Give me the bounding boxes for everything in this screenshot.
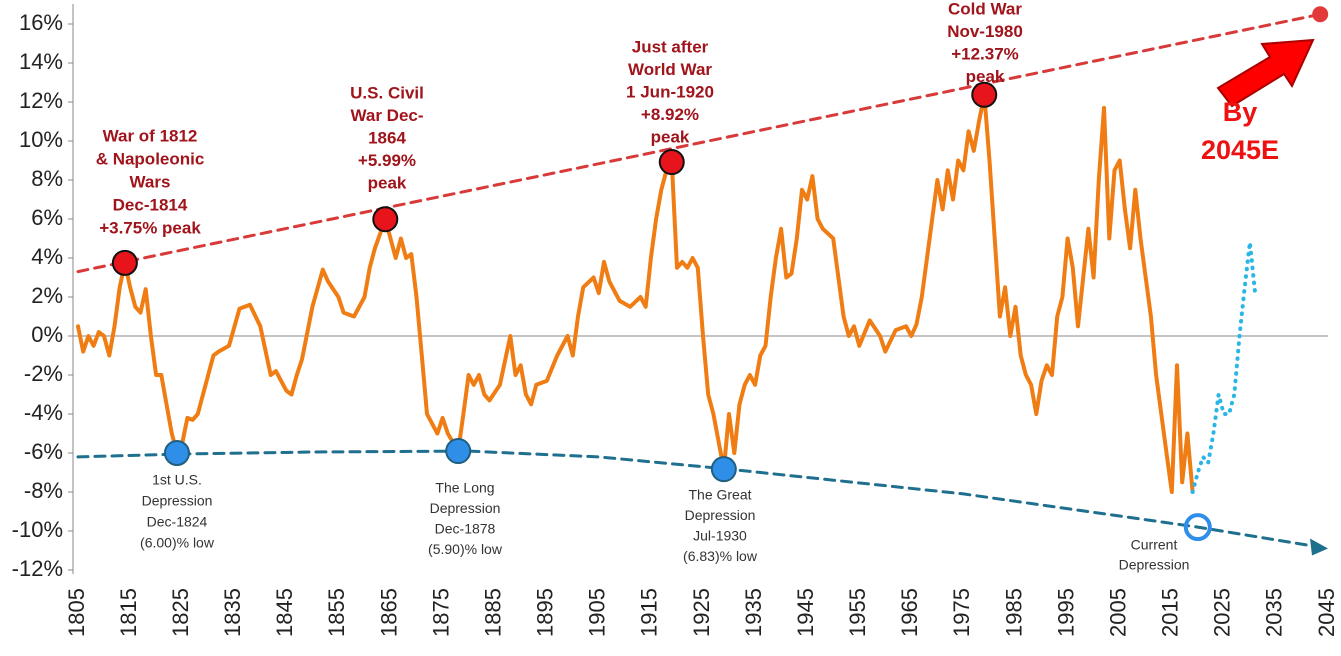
y-tick-label: 14%: [19, 49, 63, 74]
x-tick-label: 1975: [949, 588, 974, 637]
y-tick-label: 12%: [19, 88, 63, 113]
annotation: 1 Jun-1920: [626, 82, 714, 101]
series-line: [76, 12, 1322, 274]
annotation: The Long: [435, 480, 494, 496]
marker: [710, 456, 737, 483]
y-tick-label: -10%: [12, 517, 63, 542]
x-tick-label: 1935: [741, 588, 766, 637]
series-line: [76, 92, 1195, 494]
y-tick-label: 6%: [31, 205, 63, 230]
marker: [445, 438, 472, 465]
annotation: 2045E: [1201, 135, 1279, 165]
y-tick-label: -6%: [24, 439, 63, 464]
x-tick-label: 1995: [1053, 588, 1078, 637]
x-tick-label: 2035: [1262, 588, 1287, 637]
x-tick-label: 2015: [1158, 588, 1183, 637]
y-tick-label: -12%: [12, 556, 63, 581]
annotation: +3.75% peak: [99, 218, 201, 237]
annotation: peak: [966, 67, 1005, 86]
x-tick-label: 1955: [845, 588, 870, 637]
x-tick-label: 1865: [376, 588, 401, 637]
x-tick-label: 1945: [793, 588, 818, 637]
annotation: U.S. Civil: [350, 83, 424, 102]
x-tick-label: 1905: [585, 588, 610, 637]
x-tick-label: 1965: [897, 588, 922, 637]
y-tick-label: 8%: [31, 166, 63, 191]
y-tick-label: -8%: [24, 478, 63, 503]
y-tick-label: 2%: [31, 283, 63, 308]
annotation: 1864: [368, 128, 406, 147]
trend-arrowhead: [1310, 538, 1328, 556]
x-tick-label: 1845: [272, 588, 297, 637]
x-tick-label: 2045: [1314, 588, 1339, 637]
annotation: (6.00)% low: [140, 535, 215, 551]
marker: [1312, 6, 1329, 23]
annotation: +8.92%: [641, 105, 699, 124]
annotation: The Great: [688, 487, 751, 503]
x-tick-label: 1835: [220, 588, 245, 637]
x-tick-label: 1985: [1001, 588, 1026, 637]
annotation: Cold War: [948, 0, 1022, 18]
annotation: peak: [368, 173, 407, 192]
x-tick-label: 2005: [1105, 588, 1130, 637]
x-tick-label: 1885: [480, 588, 505, 637]
x-tick-label: 1875: [428, 588, 453, 637]
x-tick-label: 1815: [116, 588, 141, 637]
marker: [1183, 513, 1212, 542]
annotation: 1st U.S.: [152, 472, 202, 488]
annotation: War Dec-: [350, 106, 423, 125]
annotation: Nov-1980: [947, 22, 1023, 41]
x-tick-label: 1895: [533, 588, 558, 637]
y-tick-label: -4%: [24, 400, 63, 425]
annotation: Jul-1930: [693, 528, 747, 544]
annotation: Dec-1814: [113, 195, 188, 214]
y-tick-label: 4%: [31, 244, 63, 269]
y-tick-label: 0%: [31, 322, 63, 347]
annotation: +12.37%: [951, 44, 1019, 63]
annotation: Depression: [685, 507, 756, 523]
x-tick-label: 1915: [637, 588, 662, 637]
annotation: (6.83)% low: [683, 548, 758, 564]
marker: [372, 206, 399, 233]
annotation: Depression: [142, 493, 213, 509]
marker: [111, 249, 138, 276]
annotation: Depression: [430, 500, 501, 516]
annotation: Wars: [130, 172, 171, 191]
annotation: Just after: [632, 37, 709, 56]
y-tick-label: 10%: [19, 127, 63, 152]
annotation: Dec-1878: [435, 521, 496, 537]
annotation: Current: [1131, 537, 1178, 553]
series-line: [1190, 240, 1258, 494]
series-line: [76, 449, 1330, 550]
forecast-arrow: [1216, 38, 1315, 108]
annotation: & Napoleonic: [96, 149, 205, 168]
x-tick-label: 1825: [168, 588, 193, 637]
annotation: peak: [651, 127, 690, 146]
x-tick-label: 1925: [689, 588, 714, 637]
marker: [658, 149, 685, 176]
annotation: By: [1223, 97, 1258, 127]
annotation: (5.90)% low: [428, 541, 503, 557]
annotation: War of 1812: [103, 126, 198, 145]
annotation: World War: [628, 60, 712, 79]
annotation: +5.99%: [358, 151, 416, 170]
x-tick-label: 1805: [64, 588, 89, 637]
x-tick-label: 2025: [1210, 588, 1235, 637]
y-tick-label: 16%: [19, 10, 63, 35]
annotation: Depression: [1119, 557, 1190, 573]
marker: [163, 440, 190, 466]
marker: [971, 81, 998, 108]
y-tick-label: -2%: [24, 361, 63, 386]
x-tick-label: 1855: [324, 588, 349, 637]
annotation: Dec-1824: [147, 514, 208, 530]
